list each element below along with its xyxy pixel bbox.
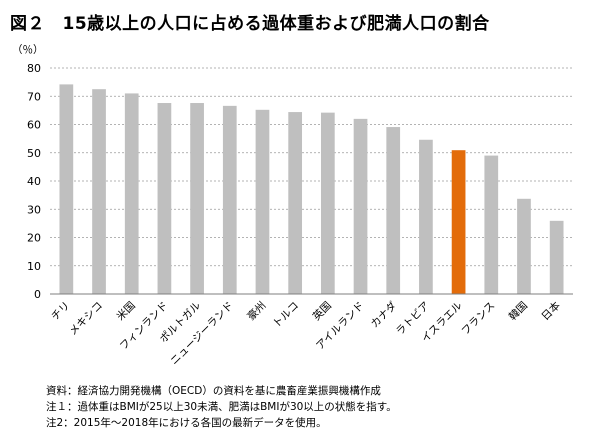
y-tick-label: 0 bbox=[34, 288, 41, 301]
bar-2 bbox=[124, 93, 139, 294]
bar-4 bbox=[190, 103, 204, 294]
x-tick-label: トルコ bbox=[271, 300, 302, 331]
x-tick-label: 英国 bbox=[310, 299, 334, 323]
bar-11 bbox=[419, 139, 433, 294]
notes: 資料：経済協力開発機構（OECD）の資料を基に農畜産業振興機構作成 注１：過体重… bbox=[46, 383, 397, 431]
bars bbox=[59, 84, 564, 294]
bar-3 bbox=[157, 103, 172, 294]
x-tick-label: メキシコ bbox=[67, 300, 105, 338]
y-tick-label: 60 bbox=[27, 119, 41, 132]
x-tick-label: 韓国 bbox=[507, 300, 530, 323]
y-tick-label: 30 bbox=[27, 203, 41, 216]
y-tick-label: 70 bbox=[27, 90, 41, 103]
bar-12 bbox=[451, 150, 466, 294]
chart-title: 図２ 15歳以上の人口に占める過体重および肥満人口の割合 bbox=[10, 14, 490, 34]
bar-7 bbox=[288, 112, 303, 294]
y-tick-label: 20 bbox=[27, 232, 41, 245]
x-tick-label: 米国 bbox=[114, 299, 138, 323]
bar-8 bbox=[320, 112, 335, 294]
y-tick-label: 40 bbox=[27, 175, 41, 188]
x-tick-label: 豪州 bbox=[245, 299, 269, 323]
x-tick-label: ニュージーランド bbox=[168, 300, 236, 368]
bar-10 bbox=[386, 127, 401, 294]
x-tick-label: フランス bbox=[459, 300, 497, 338]
y-axis-unit-label: （％） bbox=[12, 44, 44, 56]
bar-15 bbox=[549, 220, 564, 294]
bar-13 bbox=[484, 155, 499, 294]
y-tick-label: 50 bbox=[27, 147, 41, 160]
bar-0 bbox=[59, 84, 74, 294]
x-tick-label: 日本 bbox=[539, 299, 563, 323]
gridlines bbox=[50, 67, 573, 267]
x-tick-label: チリ bbox=[49, 300, 72, 323]
note-2: 注2：2015年～2018年における各国の最新データを使用。 bbox=[46, 417, 327, 429]
bar-5 bbox=[222, 105, 237, 294]
note-1: 注１：過体重はBMIが25以上30未満、肥満はBMIが30以上の状態を指す。 bbox=[46, 401, 397, 413]
x-tick-label: カナダ bbox=[368, 299, 400, 331]
bar-9 bbox=[353, 118, 368, 294]
bar-14 bbox=[517, 198, 531, 294]
source-note: 資料：経済協力開発機構（OECD）の資料を基に農畜産業振興機構作成 bbox=[46, 385, 381, 397]
bar-1 bbox=[92, 89, 106, 294]
y-tick-label: 10 bbox=[27, 260, 41, 273]
y-tick-label: 80 bbox=[27, 62, 41, 75]
bar-6 bbox=[255, 109, 270, 294]
